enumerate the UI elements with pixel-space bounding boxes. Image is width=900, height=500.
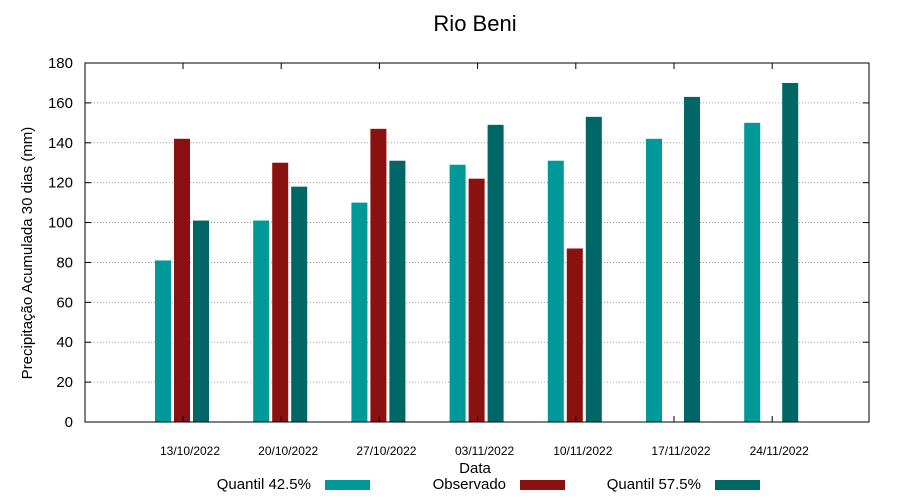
bar [351,202,368,422]
chart-title: Rio Beni [433,11,516,36]
x-axis-ticks: 13/10/2022 20/10/2022 27/10/2022 03/11/2022… [160,63,809,458]
y-tick-label: 60 [56,294,73,311]
bar [389,160,406,422]
bar [468,178,485,422]
legend-label: Quantil 57.5% [607,476,701,493]
legend-label: Observado [433,476,506,493]
bar [547,160,564,422]
bar [646,138,662,423]
bar [272,162,289,422]
legend: Quantil 42.5% Observado Quantil 57.5% [217,476,760,493]
bars [155,82,799,423]
bar [684,96,700,423]
x-axis-label: Data [459,460,491,477]
bar [291,186,308,422]
bar [585,116,602,422]
x-tick-label: 13/10/2022 [160,444,220,458]
y-tick-label: 40 [56,334,73,351]
x-tick-label: 10/11/2022 [553,444,612,458]
bar [487,124,504,423]
bar [193,220,209,422]
bar [155,260,171,422]
bar [253,220,270,422]
bar [449,164,466,422]
y-axis-label: Precipitação Acumulada 30 dias (mm) [19,127,36,380]
legend-swatch [715,480,760,490]
x-tick-label: 24/11/2022 [750,444,809,458]
x-tick-label: 20/10/2022 [258,444,318,458]
y-tick-label: 140 [48,135,73,152]
y-tick-label: 180 [48,55,73,72]
bar [782,82,799,422]
legend-label: Quantil 42.5% [217,476,311,493]
y-tick-label: 160 [48,95,73,112]
bar [744,122,761,422]
legend-swatch [520,480,565,490]
x-tick-label: 27/10/2022 [356,444,416,458]
y-tick-label: 100 [48,215,73,232]
bar [566,248,583,422]
y-tick-label: 0 [65,414,73,431]
y-tick-label: 20 [56,374,73,391]
bar [370,128,387,423]
x-tick-label: 17/11/2022 [651,444,710,458]
bar [174,138,190,423]
y-tick-label: 80 [56,254,73,271]
legend-swatch [325,480,370,490]
x-tick-label: 03/11/2022 [455,444,514,458]
plot-frame [84,62,870,423]
y-tick-label: 120 [48,175,73,192]
y-axis-ticks: 0 20 40 60 80 100 120 140 160 180 [48,55,869,431]
